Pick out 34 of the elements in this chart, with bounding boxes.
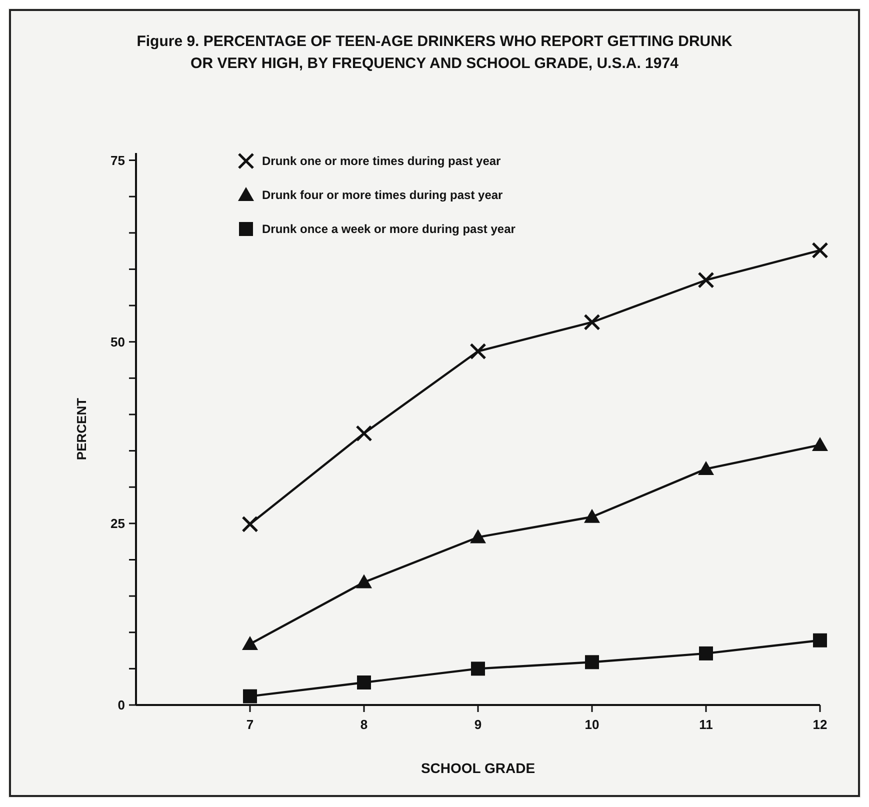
x-tick-label: 8 [360, 717, 368, 732]
point [356, 574, 372, 588]
point [698, 272, 714, 288]
point [813, 633, 827, 648]
point [812, 242, 828, 259]
x-tick-label: 10 [584, 717, 600, 732]
x-tick-label: 11 [699, 717, 713, 732]
point [243, 689, 257, 704]
point [585, 655, 599, 670]
x-tick-label: 12 [812, 717, 828, 732]
point [242, 636, 258, 650]
legend-label: Drunk one or more times during past year [262, 154, 502, 168]
legend-label: Drunk once a week or more during past year [262, 222, 516, 236]
point [584, 508, 600, 523]
point [242, 516, 258, 532]
y-tick-label: 0 [118, 698, 125, 713]
chart-title: Figure 9. PERCENTAGE OF TEEN-AGE DRINKERS WHO REPORT GETTING DRUNK OR VERY HIGH, BY FREQUENCY AND SCHOOL GRADE, U.S.A. 1974 [136, 33, 732, 72]
point [699, 646, 713, 660]
point [812, 436, 828, 451]
point [471, 662, 485, 676]
y-axis-title: PERCENT [74, 398, 89, 460]
y-tick-label: 75 [110, 152, 125, 168]
y-tick-label: 50 [110, 334, 125, 350]
x-axis-title: SCHOOL GRADE [420, 760, 536, 776]
point [356, 425, 372, 442]
point [357, 675, 371, 690]
point [470, 342, 486, 360]
y-tick-label: 25 [110, 516, 125, 531]
point [470, 529, 486, 544]
x-tick-label: 9 [474, 717, 482, 732]
point [698, 460, 714, 475]
x-tick-label: 7 [246, 717, 254, 732]
legend-label: Drunk four or more times during past year [262, 188, 504, 202]
point [584, 314, 600, 331]
